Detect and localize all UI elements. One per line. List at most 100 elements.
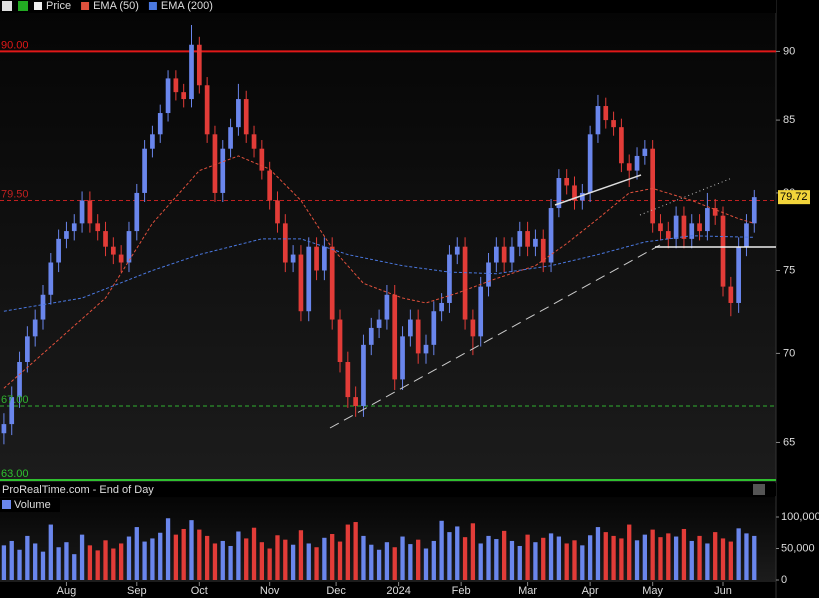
candle-body [157,113,163,135]
volume-bar [173,534,179,580]
candle-body [595,106,601,135]
candle-body [673,215,679,239]
candle-body [712,208,718,216]
candle-body [56,238,61,263]
source-label: ProRealTime.com - End of Day [2,484,154,496]
legend-swatch [81,2,90,10]
volume-bar [431,540,436,580]
volume-bar [290,544,296,580]
volume-bar [244,538,249,580]
x-tick-label: Dec [326,585,346,597]
candle-body [204,85,210,135]
volume-bar [64,542,69,580]
volume-bar [509,540,515,580]
candle-body [79,200,85,224]
candle-body [64,231,69,239]
candle-body [243,99,249,135]
volume-bar [689,540,694,580]
volume-bar [330,534,335,580]
volume-bar [736,528,741,580]
volume-bar [267,548,272,580]
candle-body [259,148,265,171]
candle-body [626,163,632,171]
legend-label: EMA (50) [93,0,139,12]
candle-body [572,185,577,201]
volume-icon [2,500,11,509]
volume-bar [33,543,38,580]
volume-bar [611,535,616,580]
volume-bar [627,524,632,580]
candle-body [282,223,288,263]
volume-bar [728,541,733,580]
candle-body [189,44,194,100]
volume-bar [181,528,186,580]
volume-bar [439,520,444,580]
candle-body [642,148,648,156]
volume-bar [322,537,327,580]
candle-body [95,223,101,232]
volume-bar [416,539,421,580]
volume-bar [486,535,491,580]
candle-body [368,327,374,345]
x-tick-label: Jun [714,585,732,597]
candle-body [196,44,202,86]
volume-bar [189,520,194,580]
candle-body [267,170,273,201]
candle-body [681,215,687,239]
volume-legend-bg [0,498,60,512]
candle-body [134,192,140,232]
volume-bar [517,545,522,580]
volume-bar [447,532,452,580]
candle-body [634,155,640,171]
price-tag: 79.72 [780,191,808,203]
candle-body [150,134,155,149]
x-tick-label: Apr [582,585,599,597]
candle-body [384,294,390,320]
candle-body [525,231,530,247]
volume-bar [119,543,124,580]
volume-bar [564,543,569,580]
candle-body [587,134,593,193]
candle-body [751,197,757,224]
candle-body [290,254,296,263]
legend-swatch [148,2,157,10]
volume-bar [212,543,218,580]
candle-body [744,223,749,247]
candle-body [322,246,327,271]
volume-bar [634,540,640,580]
volume-bar [17,549,22,580]
candle-body [118,254,124,263]
volume-bar [752,535,757,580]
volume-bar [408,544,413,580]
candle-body [17,362,22,398]
volume-bar [337,541,343,580]
y-tick-label: 75 [783,264,795,276]
candle-body [275,200,280,224]
volume-bar [298,530,304,580]
candle-body [32,319,38,337]
candle-body [212,134,218,193]
candle-body [353,397,358,407]
candle-body [689,223,695,239]
candle-body [48,262,54,295]
volume-bar [220,540,225,580]
volume-bar [541,537,546,580]
candle-body [564,178,570,186]
candle-body [736,246,741,303]
y-tick-label: 85 [783,114,795,126]
candle-body [220,148,226,193]
candle-body [533,238,538,247]
toolbar-button[interactable] [2,1,12,11]
info-button[interactable] [753,484,765,495]
volume-bar [48,524,53,580]
volume-tick-label: 100,000 [781,511,819,523]
candle-body [314,246,319,271]
x-tick-label: Feb [452,585,471,597]
volume-bar [572,540,577,580]
x-tick-label: Nov [260,585,280,597]
toolbar-button[interactable] [18,1,28,11]
candle-body [236,99,241,128]
candle-body [228,127,233,149]
volume-bar [392,547,397,580]
